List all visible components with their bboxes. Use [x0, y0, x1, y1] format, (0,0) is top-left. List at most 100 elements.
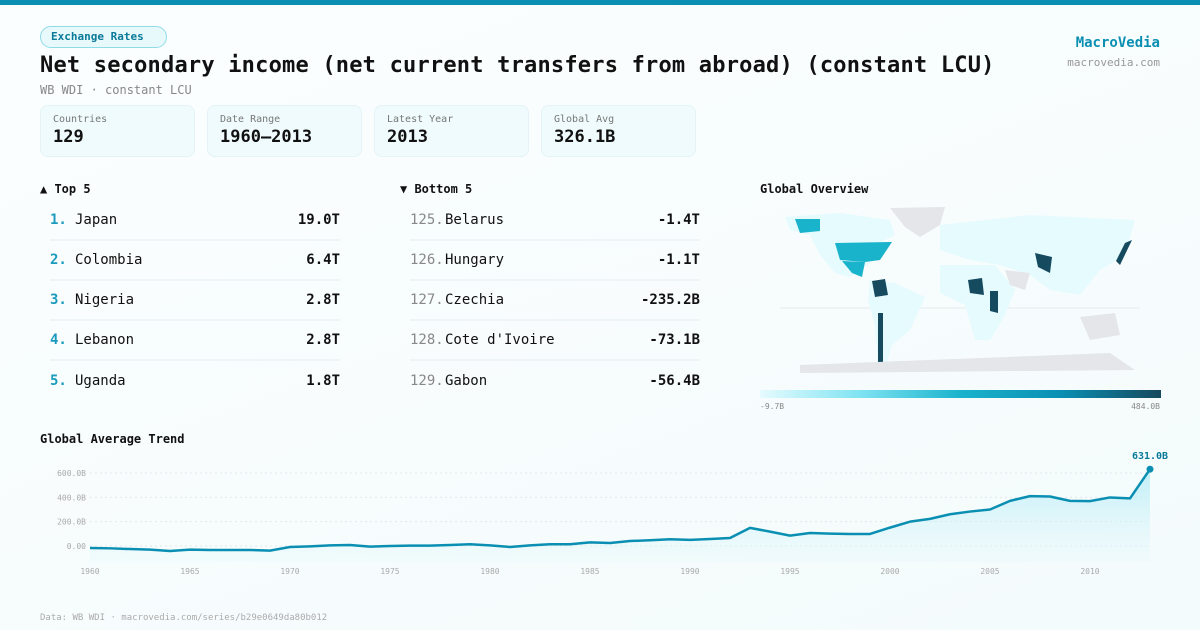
- country-value: 2.8T: [306, 292, 340, 308]
- country-name: Cote d'Ivoire: [445, 332, 555, 348]
- category-badge[interactable]: Exchange Rates: [40, 26, 167, 48]
- y-tick-label: 600.0B: [57, 469, 86, 478]
- x-tick-label: 1980: [480, 567, 499, 576]
- x-tick-label: 1990: [680, 567, 699, 576]
- list-item[interactable]: 4. Lebanon 2.8T: [50, 321, 340, 361]
- list-item[interactable]: 1. Japan 19.0T: [50, 201, 340, 241]
- stat-label: Date Range: [220, 114, 281, 125]
- rank: 125.: [410, 212, 444, 228]
- y-tick-label: 0.00: [67, 542, 86, 551]
- x-tick-label: 2000: [880, 567, 899, 576]
- country-value: 6.4T: [306, 252, 340, 268]
- list-item[interactable]: 126. Hungary -1.1T: [410, 241, 700, 281]
- page-subtitle: WB WDI · constant LCU: [40, 83, 192, 97]
- map-color-legend: [760, 390, 1161, 398]
- country-value: 19.0T: [297, 212, 340, 228]
- region-greenland[interactable]: [890, 207, 945, 237]
- country-name: Nigeria: [75, 292, 135, 308]
- rank: 3.: [50, 292, 67, 308]
- list-item[interactable]: 125. Belarus -1.4T: [410, 201, 700, 241]
- top5-heading: ▲ Top 5: [40, 182, 91, 196]
- x-tick-label: 2005: [980, 567, 999, 576]
- brand-url[interactable]: macrovedia.com: [1067, 56, 1160, 69]
- region-colombia[interactable]: [872, 279, 888, 297]
- region-chile[interactable]: [878, 313, 883, 370]
- bottom5-heading: ▼ Bottom 5: [400, 182, 473, 196]
- region-usa[interactable]: [835, 242, 892, 262]
- trend-area: [90, 469, 1150, 562]
- x-tick-label: 1960: [80, 567, 99, 576]
- stat-value: 1960–2013: [220, 127, 313, 147]
- brand-logo[interactable]: MacroVedia: [1075, 35, 1160, 51]
- x-tick-label: 2010: [1080, 567, 1099, 576]
- stat-card-global-avg: Global Avg 326.1B: [541, 105, 696, 157]
- region-australia[interactable]: [1080, 313, 1120, 340]
- region-africa[interactable]: [940, 265, 1015, 340]
- list-item[interactable]: 129. Gabon -56.4B: [410, 361, 700, 401]
- rank: 1.: [50, 212, 67, 228]
- rank: 5.: [50, 373, 67, 389]
- stat-value: 326.1B: [554, 127, 616, 147]
- country-name: Czechia: [445, 292, 505, 308]
- country-name: Uganda: [75, 373, 126, 389]
- country-value: -235.2B: [640, 292, 700, 308]
- x-tick-label: 1975: [380, 567, 399, 576]
- trend-line: [89, 468, 1152, 553]
- region-alaska[interactable]: [795, 219, 820, 233]
- stat-label: Latest Year: [387, 114, 454, 125]
- country-name: Colombia: [75, 252, 143, 268]
- country-name: Lebanon: [75, 332, 135, 348]
- rank: 126.: [410, 252, 444, 268]
- page-title: Net secondary income (net current transf…: [40, 53, 995, 78]
- stat-value: 2013: [387, 127, 428, 147]
- legend-max: 484.0B: [1131, 402, 1160, 411]
- y-tick-label: 200.0B: [57, 518, 86, 527]
- x-tick-label: 1985: [580, 567, 599, 576]
- region-japan[interactable]: [1116, 240, 1132, 265]
- stat-label: Countries: [53, 114, 108, 125]
- stat-card-countries: Countries 129: [40, 105, 195, 157]
- list-item[interactable]: 5. Uganda 1.8T: [50, 361, 340, 401]
- stat-label: Global Avg: [554, 114, 615, 125]
- country-value: 1.8T: [306, 373, 340, 389]
- region-antarctica[interactable]: [800, 353, 1135, 373]
- rank: 127.: [410, 292, 444, 308]
- country-value: 2.8T: [306, 332, 340, 348]
- x-tick-label: 1965: [180, 567, 199, 576]
- country-name: Japan: [75, 212, 118, 228]
- x-tick-label: 1995: [780, 567, 799, 576]
- region-nigeria[interactable]: [968, 278, 984, 295]
- y-tick-label: 400.0B: [57, 493, 86, 502]
- legend-min: -9.7B: [760, 402, 785, 411]
- list-item[interactable]: 128. Cote d'Ivoire -73.1B: [410, 321, 700, 361]
- trend-chart: 0.00 200.0B 400.0B 600.0B 1960 1965 1970 1975 19…: [57, 451, 1168, 576]
- region-mexico[interactable]: [842, 261, 865, 277]
- country-value: -1.1T: [657, 252, 700, 268]
- rank: 2.: [50, 252, 67, 268]
- x-tick-label: 1970: [280, 567, 299, 576]
- footer-source: Data: WB WDI · macrovedia.com/series/b29…: [40, 613, 328, 623]
- region-middle-east[interactable]: [1005, 270, 1030, 290]
- list-item[interactable]: 3. Nigeria 2.8T: [50, 281, 340, 321]
- stat-card-date-range: Date Range 1960–2013: [207, 105, 362, 157]
- country-name: Gabon: [445, 373, 488, 389]
- latest-value-label: 631.0B: [1132, 451, 1168, 462]
- stat-value: 129: [53, 127, 84, 147]
- trend-title: Global Average Trend: [40, 432, 185, 446]
- top-accent-bar: [0, 0, 1200, 5]
- list-item[interactable]: 127. Czechia -235.2B: [410, 281, 700, 321]
- rank: 128.: [410, 332, 444, 348]
- list-item[interactable]: 2. Colombia 6.4T: [50, 241, 340, 281]
- data-point: [1146, 465, 1154, 473]
- world-map[interactable]: [780, 205, 1140, 375]
- map-title: Global Overview: [760, 182, 869, 196]
- rank: 129.: [410, 373, 444, 389]
- region-east-africa[interactable]: [990, 291, 998, 313]
- stat-card-latest-year: Latest Year 2013: [374, 105, 529, 157]
- region-iran[interactable]: [1035, 253, 1052, 273]
- country-value: -1.4T: [657, 212, 700, 228]
- rank: 4.: [50, 332, 67, 348]
- country-value: -56.4B: [649, 373, 700, 389]
- top5-list: 1. Japan 19.0T 2. Colombia 6.4T 3. Nigeria 2.8…: [50, 201, 340, 401]
- country-value: -73.1B: [649, 332, 700, 348]
